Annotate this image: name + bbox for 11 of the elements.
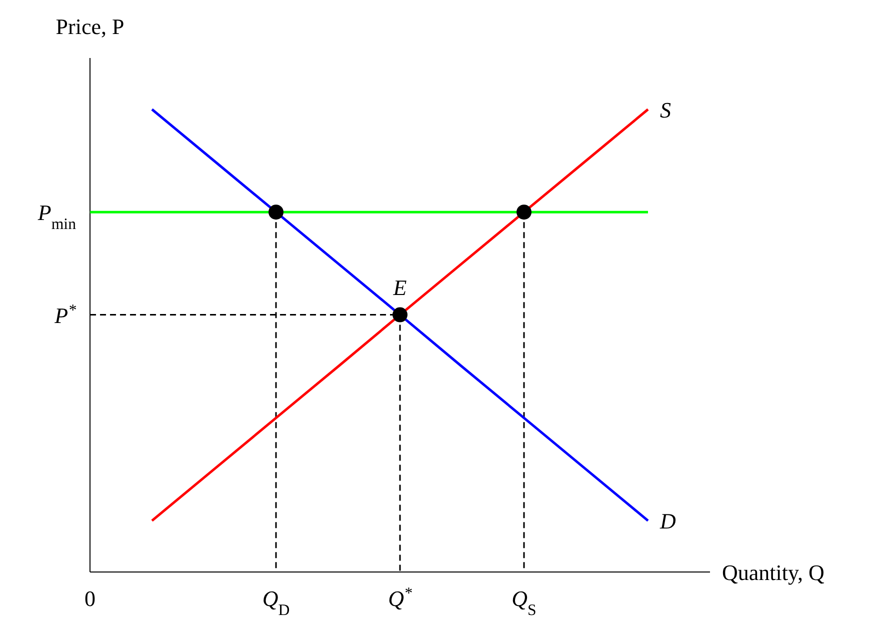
- series-label: S: [660, 97, 671, 122]
- y-axis-title: Price, P: [56, 14, 124, 39]
- x-tick-label: Q$^{*}$: [388, 584, 412, 611]
- series-label: P$^{*}$: [54, 301, 76, 328]
- x-tick-label: Q$_{D}$: [262, 586, 290, 618]
- series-label: P$_{min}$: [36, 200, 76, 233]
- series-label: D: [659, 508, 676, 534]
- x-tick-label: Q$_{S}$: [512, 586, 536, 618]
- x-tick-label: 0: [84, 586, 96, 611]
- annotation: E: [392, 274, 408, 300]
- x-axis-title: Quantity, Q: [722, 560, 825, 585]
